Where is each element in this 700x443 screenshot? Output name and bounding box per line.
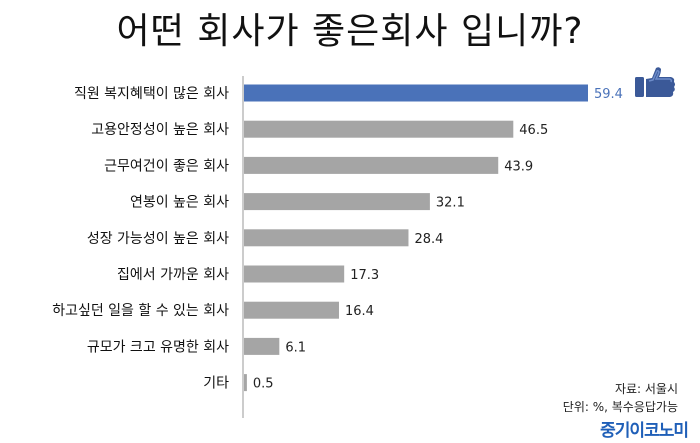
value-label-9: 0.5 xyxy=(253,377,274,392)
value-label-4: 32.1 xyxy=(436,196,465,211)
brand-logo: 중기이코노미 xyxy=(600,421,689,441)
unit-text: 단위: %, 복수응답가능 xyxy=(562,400,678,414)
value-label-6: 17.3 xyxy=(350,268,379,283)
value-labels-group: 59.4 46.5 43.9 32.1 28.4 17.3 16.4 6.1 0.5 xyxy=(253,87,623,392)
value-label-7: 16.4 xyxy=(345,304,374,319)
category-label-9: 기타 xyxy=(203,376,229,392)
bar-2 xyxy=(244,120,514,138)
category-label-6: 집에서 가까운 회사 xyxy=(117,267,229,283)
category-label-1: 직원 복지혜택이 많은 회사 xyxy=(74,86,229,102)
chart-title: 어떤 회사가 좋은회사 입니까? xyxy=(116,11,584,52)
bar-8 xyxy=(244,337,280,355)
category-label-4: 연봉이 높은 회사 xyxy=(130,195,229,211)
value-label-5: 28.4 xyxy=(414,232,443,247)
bar-4 xyxy=(244,193,430,211)
thumbs-up-icon xyxy=(635,67,675,97)
bar-6 xyxy=(244,265,345,283)
bars-group xyxy=(244,84,588,392)
value-label-8: 6.1 xyxy=(285,340,306,355)
bar-1 xyxy=(244,84,588,102)
category-label-2: 고용안정성이 높은 회사 xyxy=(91,122,229,138)
value-label-1: 59.4 xyxy=(594,87,623,102)
category-label-8: 규모가 크고 유명한 회사 xyxy=(87,339,229,355)
category-label-7: 하고싶던 일을 할 수 있는 회사 xyxy=(52,303,229,319)
category-label-5: 성장 가능성이 높은 회사 xyxy=(87,231,229,247)
source-text: 자료: 서울시 xyxy=(614,382,678,396)
category-label-3: 근무여건이 좋은 회사 xyxy=(104,158,229,174)
value-label-2: 46.5 xyxy=(519,123,548,138)
source-note: 자료: 서울시 단위: %, 복수응답가능 xyxy=(563,380,678,416)
bar-7 xyxy=(244,301,339,319)
bar-5 xyxy=(244,229,409,247)
value-label-3: 43.9 xyxy=(504,159,533,174)
bar-9 xyxy=(244,374,247,392)
bar-3 xyxy=(244,156,499,174)
